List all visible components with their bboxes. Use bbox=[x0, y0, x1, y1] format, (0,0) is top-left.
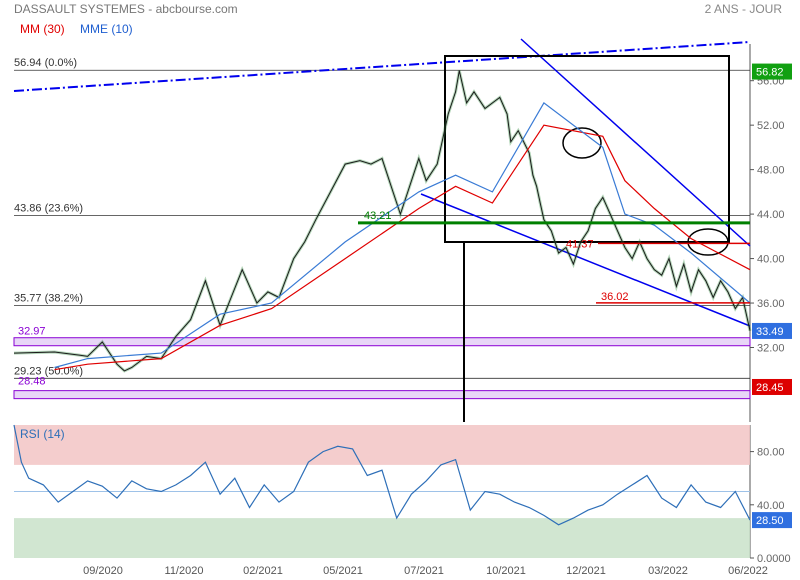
highlight-box bbox=[444, 55, 730, 243]
fib-level-label: 56.94 (0.0%) bbox=[14, 57, 77, 69]
rsi-axis-tick-label: 0.0000 bbox=[757, 553, 791, 565]
ma30-line bbox=[54, 124, 751, 371]
highlight-ellipse bbox=[687, 228, 729, 256]
rsi-line bbox=[13, 424, 751, 526]
wedge-upper-line bbox=[520, 38, 751, 247]
rsi-axis-tick-label: 80.00 bbox=[757, 447, 785, 459]
support-zone bbox=[13, 390, 751, 400]
y-axis-tick-label: 44.00 bbox=[757, 209, 785, 221]
x-axis-tick-label: 11/2020 bbox=[165, 565, 204, 577]
chart-period: 2 ANS - JOUR bbox=[705, 2, 783, 16]
x-axis-tick-label: 07/2021 bbox=[404, 565, 444, 577]
rsi-tag-label: 28.50 bbox=[756, 515, 784, 527]
highlight-ellipse bbox=[562, 127, 602, 159]
fib-level-label: 43.86 (23.6%) bbox=[14, 203, 83, 215]
price-line bbox=[13, 70, 751, 372]
legend-ema10: MME (10) bbox=[80, 22, 133, 36]
price-tag bbox=[752, 63, 792, 80]
chart-title: DASSAULT SYSTEMES - abcbourse.com bbox=[14, 2, 238, 16]
red-level-label: 36.02 bbox=[601, 291, 629, 303]
rsi-tag bbox=[752, 512, 792, 529]
y-axis-tick-label: 48.00 bbox=[757, 165, 785, 177]
fib-level-label: 35.77 (38.2%) bbox=[14, 293, 83, 305]
rsi-label: RSI (14) bbox=[20, 427, 65, 441]
y-axis-tick-label: 32.00 bbox=[757, 343, 785, 355]
price-tag bbox=[752, 378, 792, 395]
price-tag-label: 28.45 bbox=[756, 382, 784, 394]
y-axis-tick-label: 36.00 bbox=[757, 298, 785, 310]
wedge-lower-line bbox=[420, 193, 751, 327]
red-level-label: 41.37 bbox=[566, 238, 594, 250]
price-tag-label: 56.82 bbox=[756, 67, 784, 79]
x-axis-tick-label: 03/2022 bbox=[648, 565, 688, 577]
legend-ma30: MM (30) bbox=[20, 22, 65, 36]
support-zone bbox=[13, 337, 751, 347]
x-axis-tick-label: 09/2020 bbox=[83, 565, 123, 577]
support-zone-label: 28.48 bbox=[18, 376, 46, 388]
x-axis-tick-label: 02/2021 bbox=[243, 565, 283, 577]
green-support-label: 43.21 bbox=[364, 210, 392, 222]
ema10-line bbox=[54, 102, 751, 369]
x-axis-tick-label: 12/2021 bbox=[566, 565, 606, 577]
upper-channel-line bbox=[13, 41, 751, 92]
rsi-overbought-band bbox=[14, 425, 750, 465]
x-axis-tick-label: 05/2021 bbox=[323, 565, 363, 577]
y-axis-tick-label: 40.00 bbox=[757, 254, 785, 266]
rsi-oversold-band bbox=[14, 518, 750, 558]
x-axis-tick-label: 10/2021 bbox=[486, 565, 526, 577]
support-zone-label: 32.97 bbox=[18, 326, 46, 338]
y-axis-tick-label: 52.00 bbox=[757, 120, 785, 132]
price-tag-label: 33.49 bbox=[756, 326, 784, 338]
rsi-axis-tick-label: 40.00 bbox=[757, 500, 785, 512]
price-tag bbox=[752, 322, 792, 339]
x-axis-tick-label: 06/2022 bbox=[728, 565, 768, 577]
